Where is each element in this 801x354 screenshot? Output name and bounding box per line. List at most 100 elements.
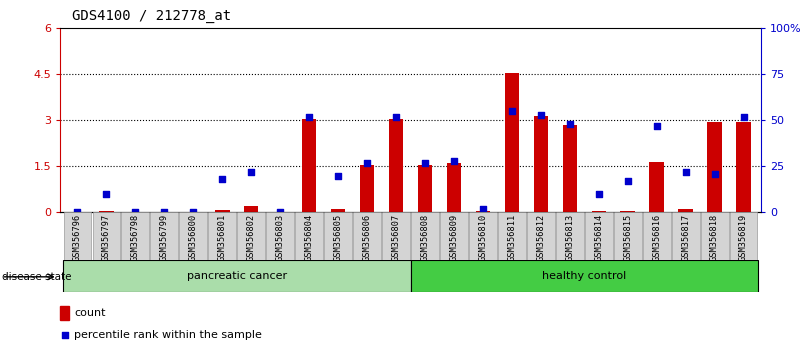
Point xyxy=(158,210,171,215)
Text: GSM356798: GSM356798 xyxy=(131,214,140,261)
Text: GSM356806: GSM356806 xyxy=(363,214,372,261)
Text: GSM356813: GSM356813 xyxy=(566,214,574,261)
Bar xyxy=(99,211,114,212)
Bar xyxy=(650,162,664,212)
Bar xyxy=(701,212,729,260)
Point xyxy=(303,114,316,120)
Text: GSM356804: GSM356804 xyxy=(304,214,314,261)
Bar xyxy=(266,212,294,260)
Bar xyxy=(591,211,606,212)
Point xyxy=(593,191,606,197)
Bar xyxy=(614,212,642,260)
Point xyxy=(505,108,518,114)
Text: GSM356805: GSM356805 xyxy=(333,214,343,261)
Bar xyxy=(556,212,584,260)
Bar xyxy=(533,116,548,212)
Point xyxy=(448,158,461,164)
Bar xyxy=(237,212,265,260)
Bar xyxy=(562,125,577,212)
Text: GSM356807: GSM356807 xyxy=(392,214,400,261)
Text: GSM356815: GSM356815 xyxy=(623,214,632,261)
Text: GSM356818: GSM356818 xyxy=(710,214,719,261)
Bar xyxy=(215,210,230,212)
Text: disease state: disease state xyxy=(2,272,71,282)
Text: percentile rank within the sample: percentile rank within the sample xyxy=(74,330,262,341)
Text: count: count xyxy=(74,308,106,318)
Text: GSM356814: GSM356814 xyxy=(594,214,603,261)
Text: GSM356819: GSM356819 xyxy=(739,214,748,261)
Point xyxy=(58,333,71,338)
Bar xyxy=(527,212,555,260)
Bar xyxy=(179,212,207,260)
Point xyxy=(245,169,258,175)
Bar xyxy=(440,212,468,260)
Bar xyxy=(151,212,179,260)
Bar xyxy=(672,212,699,260)
Bar xyxy=(63,260,410,292)
Text: GSM356816: GSM356816 xyxy=(652,214,661,261)
Bar xyxy=(353,212,381,260)
Bar xyxy=(498,212,525,260)
Bar xyxy=(736,122,751,212)
Point xyxy=(650,123,663,129)
Bar xyxy=(476,211,490,212)
Point xyxy=(708,171,721,177)
Text: GSM356810: GSM356810 xyxy=(478,214,488,261)
Bar xyxy=(208,212,236,260)
Bar xyxy=(411,212,439,260)
Bar xyxy=(296,212,323,260)
Bar xyxy=(92,212,120,260)
Text: GSM356797: GSM356797 xyxy=(102,214,111,261)
Point xyxy=(737,114,750,120)
Bar xyxy=(244,206,259,212)
Point xyxy=(332,173,344,178)
Bar xyxy=(388,119,403,212)
Text: GSM356811: GSM356811 xyxy=(507,214,517,261)
Text: GSM356808: GSM356808 xyxy=(421,214,429,261)
Bar xyxy=(360,165,374,212)
Bar xyxy=(122,212,149,260)
Bar xyxy=(324,212,352,260)
Bar xyxy=(418,165,433,212)
Text: GSM356799: GSM356799 xyxy=(160,214,169,261)
Text: healthy control: healthy control xyxy=(542,271,626,281)
Point xyxy=(534,112,547,118)
Bar xyxy=(447,163,461,212)
Text: GSM356800: GSM356800 xyxy=(189,214,198,261)
Point xyxy=(477,206,489,212)
Bar xyxy=(678,209,693,212)
Text: pancreatic cancer: pancreatic cancer xyxy=(187,271,287,281)
Point xyxy=(100,191,113,197)
Bar xyxy=(621,211,635,212)
Point xyxy=(622,178,634,184)
Bar xyxy=(505,73,519,212)
Bar xyxy=(331,209,345,212)
Point xyxy=(274,210,287,215)
Bar xyxy=(60,306,69,320)
Point xyxy=(679,169,692,175)
Bar xyxy=(302,119,316,212)
Point xyxy=(563,121,576,127)
Bar xyxy=(585,212,613,260)
Bar xyxy=(707,122,722,212)
Bar xyxy=(642,212,670,260)
Bar xyxy=(469,212,497,260)
Text: GSM356809: GSM356809 xyxy=(449,214,458,261)
Bar xyxy=(730,212,758,260)
Bar xyxy=(63,212,91,260)
Text: GSM356801: GSM356801 xyxy=(218,214,227,261)
Text: GSM356812: GSM356812 xyxy=(537,214,545,261)
Bar xyxy=(410,260,758,292)
Text: GSM356803: GSM356803 xyxy=(276,214,284,261)
Point xyxy=(129,210,142,215)
Text: GDS4100 / 212778_at: GDS4100 / 212778_at xyxy=(72,9,231,23)
Point xyxy=(360,160,373,166)
Point xyxy=(187,210,199,215)
Text: GSM356817: GSM356817 xyxy=(681,214,690,261)
Text: GSM356802: GSM356802 xyxy=(247,214,256,261)
Point xyxy=(419,160,432,166)
Point xyxy=(389,114,402,120)
Point xyxy=(71,210,84,215)
Point xyxy=(215,176,228,182)
Text: GSM356796: GSM356796 xyxy=(73,214,82,261)
